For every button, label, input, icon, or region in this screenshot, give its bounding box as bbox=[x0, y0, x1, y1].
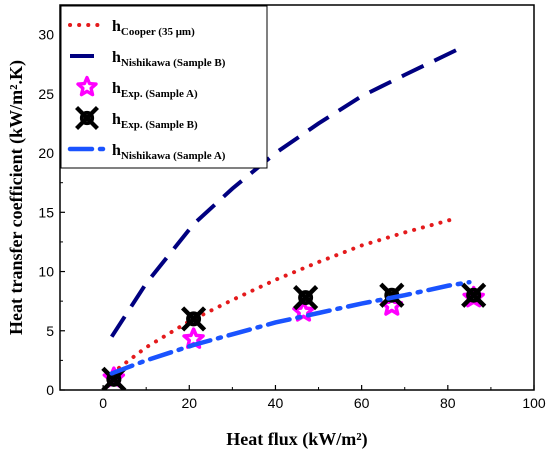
series-4 bbox=[109, 279, 472, 376]
y-tick-label-6: 30 bbox=[38, 27, 54, 43]
y-tick-label-0: 0 bbox=[46, 382, 54, 398]
series-3-point-3-stroke-c bbox=[383, 286, 402, 304]
plot-frame bbox=[59, 4, 535, 391]
series-3-point-2-ring bbox=[298, 290, 314, 306]
legend-label-4: hNishikawa (Sample A) bbox=[112, 142, 226, 162]
legend-symbol-3 bbox=[75, 106, 99, 130]
y-tick-label-2: 10 bbox=[38, 264, 54, 280]
x-tick-label-5: 100 bbox=[522, 395, 546, 411]
y-tick-label-4: 20 bbox=[38, 145, 54, 161]
legend-symbol-3-stroke-c bbox=[79, 109, 96, 126]
series-3-point-2 bbox=[293, 285, 319, 311]
series-3-point-1 bbox=[180, 306, 207, 332]
series-3 bbox=[101, 282, 487, 390]
series-3-point-2-stroke-c bbox=[297, 288, 315, 306]
legend-symbol-3-ring bbox=[79, 110, 95, 126]
legend-label-3: hExp. (Sample B) bbox=[112, 111, 198, 131]
series-2 bbox=[102, 285, 485, 388]
legend-label-2: hExp. (Sample A) bbox=[112, 80, 198, 100]
legend-box bbox=[60, 5, 268, 169]
legend-symbol-2 bbox=[76, 75, 98, 97]
x-tick-label-1: 20 bbox=[181, 395, 197, 411]
series-3-point-4-stroke-c bbox=[465, 286, 483, 304]
legend-label-1: hNishikawa (Sample B) bbox=[112, 49, 226, 69]
legend: hCooper (35 μm) hNishikawa (Sample B) hExp… bbox=[60, 5, 268, 169]
series-3-point-1-ring bbox=[186, 311, 202, 327]
series-3-point-4 bbox=[461, 282, 487, 308]
legend-label-0: hCooper (35 μm) bbox=[112, 18, 195, 38]
x-tick-label-2: 40 bbox=[268, 395, 284, 411]
series-0 bbox=[109, 216, 459, 376]
x-axis-title: Heat flux (kW/m²) bbox=[226, 429, 367, 450]
series-1-line bbox=[110, 48, 458, 338]
y-tick-label-1: 5 bbox=[46, 323, 54, 339]
series-layer bbox=[101, 48, 487, 390]
y-tick-label-5: 25 bbox=[38, 86, 54, 102]
series-4-line bbox=[109, 279, 472, 376]
series-0-line bbox=[109, 216, 459, 376]
series-3-point-4-ring bbox=[466, 287, 482, 303]
series-3-point-1-stroke-c bbox=[185, 309, 203, 328]
x-tick-label-3: 60 bbox=[354, 395, 370, 411]
y-axis-title: Heat transfer coefficient (kW/m².K) bbox=[6, 60, 27, 335]
axes: 0 20 40 60 80 100 0 5 10 15 20 25 30 bbox=[38, 4, 546, 411]
series-1 bbox=[110, 48, 458, 338]
y-tick-label-3: 15 bbox=[38, 204, 54, 220]
x-tick-label-4: 80 bbox=[440, 395, 456, 411]
x-tick-label-0: 0 bbox=[99, 395, 107, 411]
series-3-point-0-stroke-c bbox=[105, 370, 124, 388]
